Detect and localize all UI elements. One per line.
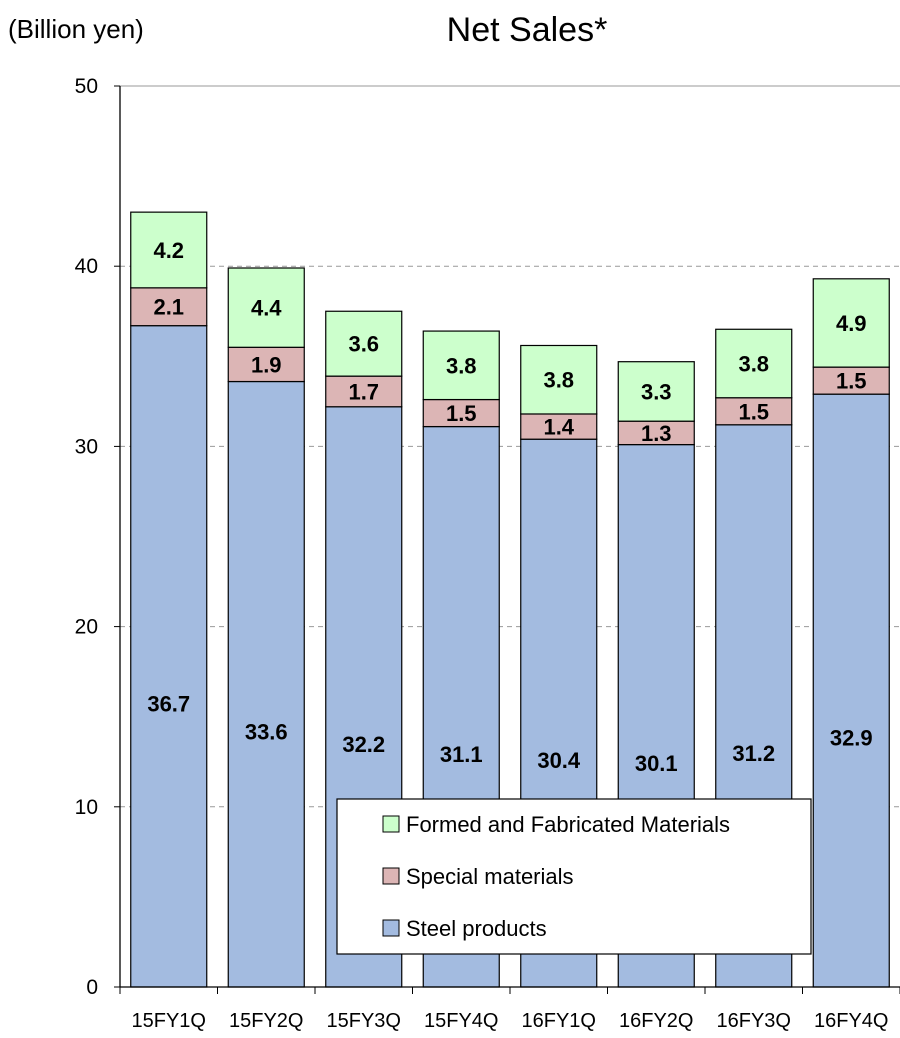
data-label: 30.1	[635, 751, 678, 776]
legend-swatch	[382, 867, 400, 885]
data-label: 31.1	[440, 742, 483, 767]
y-tick-label: 40	[75, 255, 98, 278]
data-label: 1.7	[348, 379, 379, 404]
data-label: 4.4	[251, 296, 282, 321]
bar-segment	[227, 346, 305, 383]
bar-segment	[812, 393, 890, 988]
x-tick-label: 15FY1Q	[132, 1010, 206, 1032]
bar-segment	[130, 325, 208, 988]
x-tick-label: 15FY3Q	[327, 1010, 401, 1032]
legend-label: Special materials	[406, 864, 574, 889]
bar-segment	[422, 330, 500, 401]
bar-segment	[130, 287, 208, 327]
y-tick-label: 0	[86, 976, 98, 999]
legend-label: Formed and Fabricated Materials	[406, 812, 730, 837]
data-label: 1.9	[251, 352, 282, 377]
bar-stack: 32.9 1.5 4.9	[812, 278, 890, 988]
data-label: 2.1	[153, 295, 184, 320]
bar-segment	[227, 380, 305, 988]
legend-box	[336, 798, 812, 955]
data-label: 4.2	[153, 238, 184, 263]
y-axis-unit-label: (Billion yen)	[8, 14, 144, 44]
data-label: 1.5	[446, 401, 477, 426]
data-label: 3.8	[738, 352, 769, 377]
legend-label: Steel products	[406, 916, 547, 941]
bar-segment	[812, 366, 890, 395]
data-label: 32.2	[342, 732, 385, 757]
bar-segment	[227, 267, 305, 348]
bar-stack: 33.6 1.9 4.4	[227, 267, 305, 988]
axes: 0 10 20 30 40 50 15FY1Q 15FY2Q 15FY3Q 15FY4Q 16FY1…	[75, 75, 900, 1032]
data-label: 32.9	[830, 726, 873, 751]
x-tick-label: 16FY3Q	[717, 1010, 791, 1032]
bar-stack: 36.7 2.1 4.2	[130, 211, 208, 988]
legend-swatch	[382, 815, 400, 833]
bar-segment	[715, 328, 793, 399]
data-label: 1.4	[543, 415, 574, 440]
y-tick-label: 30	[75, 435, 98, 458]
bar-segment	[520, 413, 598, 440]
x-tick-label: 16FY1Q	[522, 1010, 596, 1032]
legend-swatch	[382, 919, 400, 937]
data-label: 3.8	[446, 353, 477, 378]
data-label: 33.6	[245, 719, 288, 744]
data-label: 3.3	[641, 379, 672, 404]
chart-title: Net Sales*	[447, 11, 608, 49]
bar-segment	[520, 344, 598, 415]
y-tick-label: 10	[75, 796, 98, 819]
data-label: 3.8	[543, 368, 574, 393]
bar-segment	[617, 361, 695, 422]
data-label: 1.5	[836, 369, 867, 394]
x-tick-label: 15FY2Q	[229, 1010, 303, 1032]
data-label: 30.4	[537, 748, 581, 773]
data-label: 36.7	[147, 691, 190, 716]
bar-segment	[812, 278, 890, 368]
x-tick-label: 16FY4Q	[814, 1010, 888, 1032]
data-label: 1.5	[738, 399, 769, 424]
data-label: 31.2	[732, 741, 775, 766]
data-label: 4.9	[836, 311, 867, 336]
x-tick-label: 15FY4Q	[424, 1010, 498, 1032]
data-label: 1.3	[641, 421, 672, 446]
y-tick-label: 50	[75, 75, 98, 98]
bar-segment	[715, 397, 793, 426]
data-label: 3.6	[348, 332, 379, 357]
y-tick-label: 20	[75, 616, 98, 639]
x-tick-label: 16FY2Q	[619, 1010, 693, 1032]
bar-segment	[325, 310, 403, 377]
bar-segment	[422, 398, 500, 428]
bar-segment	[130, 211, 208, 289]
legend: Formed and Fabricated Materials Special m…	[336, 798, 812, 955]
